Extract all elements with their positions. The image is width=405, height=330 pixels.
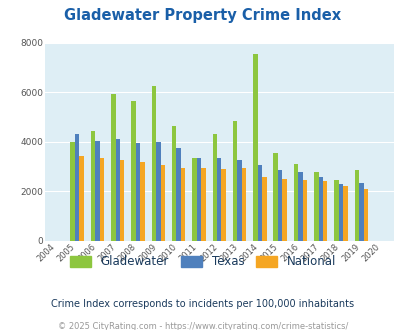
Bar [334,180,338,241]
Bar [212,134,216,241]
Bar [273,153,277,241]
Bar [313,172,318,241]
Bar [343,186,347,241]
Bar [200,168,205,241]
Bar [120,160,124,241]
Bar [160,165,164,241]
Bar [262,177,266,241]
Legend: Gladewater, Texas, National: Gladewater, Texas, National [65,250,340,273]
Text: © 2025 CityRating.com - https://www.cityrating.com/crime-statistics/: © 2025 CityRating.com - https://www.city… [58,322,347,330]
Bar [358,183,363,241]
Bar [318,177,322,241]
Bar [70,142,75,241]
Bar [115,139,120,241]
Text: Gladewater Property Crime Index: Gladewater Property Crime Index [64,8,341,23]
Bar [151,86,156,241]
Bar [241,168,245,241]
Bar [232,121,237,241]
Bar [181,168,185,241]
Bar [293,164,297,241]
Bar [111,94,115,241]
Bar [298,172,302,241]
Bar [100,158,104,241]
Bar [338,184,343,241]
Bar [257,165,262,241]
Bar [192,158,196,241]
Bar [363,189,367,241]
Bar [75,134,79,241]
Bar [282,179,286,241]
Bar [135,143,140,241]
Bar [91,131,95,241]
Bar [176,148,181,241]
Bar [172,126,176,241]
Bar [196,158,200,241]
Bar [79,155,83,241]
Bar [131,101,135,241]
Bar [221,169,226,241]
Bar [237,160,241,241]
Bar [354,170,358,241]
Bar [156,142,160,241]
Text: Crime Index corresponds to incidents per 100,000 inhabitants: Crime Index corresponds to incidents per… [51,299,354,309]
Bar [216,158,221,241]
Bar [95,141,99,241]
Bar [277,170,282,241]
Bar [253,54,257,241]
Bar [302,180,307,241]
Bar [322,182,327,241]
Bar [140,162,144,241]
